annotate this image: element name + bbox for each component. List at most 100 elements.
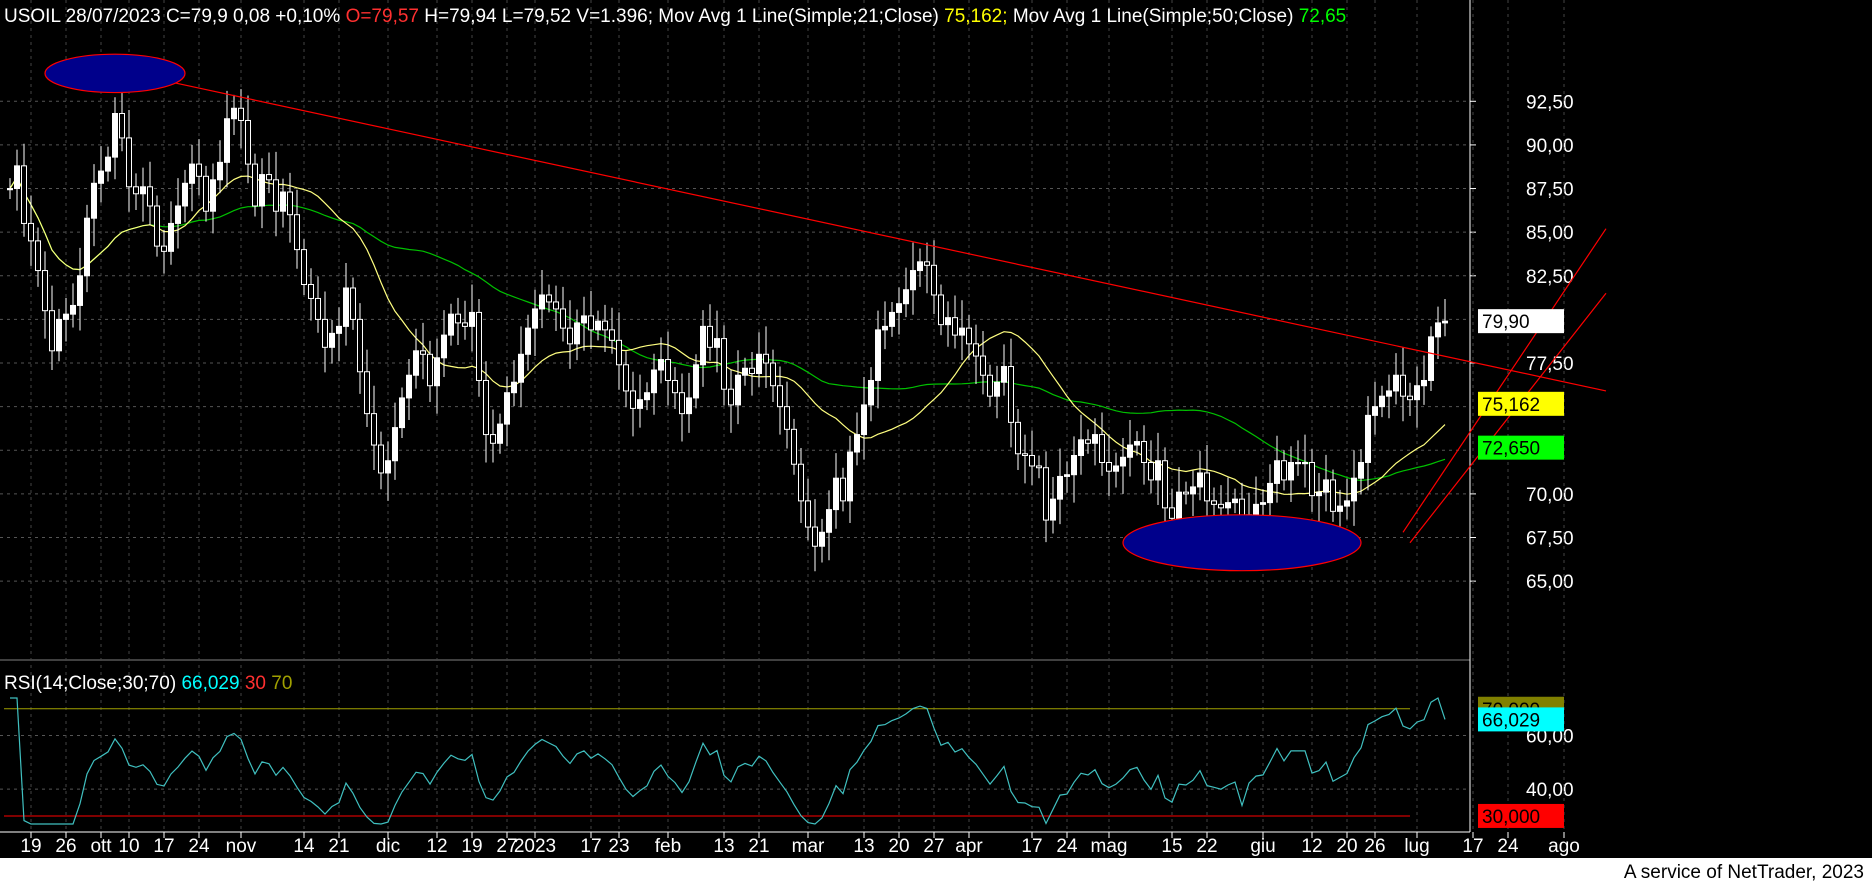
candle-body xyxy=(224,118,230,163)
price-badge-label: 79,90 xyxy=(1482,312,1530,333)
candle-body xyxy=(854,434,860,453)
candle-body xyxy=(791,428,797,465)
candle-body xyxy=(147,186,153,207)
candle-body xyxy=(1043,467,1049,521)
candle-body xyxy=(364,371,370,415)
candle-body xyxy=(959,327,965,336)
price-tick-label: 65,00 xyxy=(1526,572,1574,593)
candle-body xyxy=(686,397,692,415)
candle-body xyxy=(525,327,531,355)
candle-body xyxy=(1225,502,1231,509)
candle-body xyxy=(1176,491,1182,519)
candle-body xyxy=(35,240,41,272)
candle-body xyxy=(903,289,909,305)
candle-body xyxy=(728,388,734,406)
price-tick-label: 67,50 xyxy=(1526,529,1574,550)
candle-body xyxy=(427,353,433,387)
candle-body xyxy=(1330,479,1336,512)
candle-body xyxy=(770,362,776,387)
time-tick-label: 22 xyxy=(1196,836,1217,857)
price-header: USOIL 28/07/2023 C=79,9 0,08 +0,10% O=79… xyxy=(4,6,1346,28)
price-tick-label: 82,50 xyxy=(1526,267,1574,288)
candle-body xyxy=(847,451,853,502)
candle-body xyxy=(1092,434,1098,444)
candle-body xyxy=(14,165,20,190)
candle-body xyxy=(1127,444,1133,458)
candle-body xyxy=(231,107,237,120)
candle-body xyxy=(882,325,888,331)
candle-body xyxy=(938,294,944,326)
candle-body xyxy=(511,381,517,394)
candle-body xyxy=(1204,472,1210,502)
candle-body xyxy=(490,434,496,444)
time-tick-label: lug xyxy=(1404,836,1429,857)
candle-body xyxy=(343,287,349,327)
chart-canvas: 92,5090,0087,5085,0082,5077,5070,0067,50… xyxy=(0,0,1607,857)
candle-body xyxy=(588,315,594,331)
candle-body xyxy=(56,318,62,352)
candle-body xyxy=(42,270,48,312)
time-tick-label: 13 xyxy=(853,836,874,857)
rsi-badge-bg xyxy=(1478,803,1564,828)
candle-body xyxy=(1008,366,1014,423)
candle-body xyxy=(322,318,328,348)
candle-body xyxy=(952,317,958,336)
candle-body xyxy=(1421,379,1427,387)
highlight-ellipse xyxy=(1122,514,1362,572)
candle-body xyxy=(287,191,293,216)
candle-body xyxy=(378,444,384,474)
candle-body xyxy=(1323,479,1329,493)
candle-body xyxy=(1337,505,1343,512)
candle-body xyxy=(609,329,615,341)
candle-body xyxy=(931,264,937,296)
candle-body xyxy=(602,320,608,331)
rsi-badge-bg xyxy=(1478,707,1564,732)
candle-body xyxy=(1190,486,1196,495)
candle-body xyxy=(154,205,160,247)
candle-body xyxy=(875,329,881,381)
candle-body xyxy=(1050,498,1056,521)
candle-body xyxy=(1197,472,1203,488)
time-tick-label: mag xyxy=(1091,836,1128,857)
candle-body xyxy=(497,423,503,444)
candle-body xyxy=(707,325,713,348)
candle-body xyxy=(1302,461,1308,465)
candle-body xyxy=(896,303,902,313)
time-tick-label: dic xyxy=(376,836,400,857)
time-tick-label: 17 xyxy=(1462,836,1483,857)
candle-body xyxy=(1036,465,1042,469)
price-tick-label: 92,50 xyxy=(1526,92,1574,113)
price-badge-bg xyxy=(1478,435,1564,460)
candle-body xyxy=(203,175,209,212)
rsi-value: 66,029 xyxy=(181,673,240,694)
candle-body xyxy=(1260,502,1266,505)
candle-body xyxy=(1309,461,1315,497)
candle-body xyxy=(112,113,118,158)
resistance-trendline xyxy=(170,81,1607,392)
candle-body xyxy=(1281,460,1287,481)
candle-body xyxy=(182,182,188,207)
candle-body xyxy=(840,477,846,502)
candle-body xyxy=(392,427,398,462)
candle-body xyxy=(28,222,34,242)
candle-body xyxy=(126,137,132,188)
candle-body xyxy=(280,191,286,212)
candle-body xyxy=(63,313,69,320)
time-tick-label: 24 xyxy=(188,836,210,857)
candle-body xyxy=(1071,455,1077,476)
rsi-low: 30 xyxy=(244,673,266,694)
candle-body xyxy=(406,374,412,399)
candle-body xyxy=(1344,500,1350,507)
time-tick-label: nov xyxy=(226,836,257,857)
candle-body xyxy=(84,217,90,277)
time-tick-label: apr xyxy=(955,836,983,857)
time-tick-label: 14 xyxy=(293,836,315,857)
candle-body xyxy=(294,214,300,251)
candle-body xyxy=(1183,491,1189,495)
time-tick-label: 12 xyxy=(1301,836,1322,857)
candle-body xyxy=(868,379,874,406)
candle-body xyxy=(336,325,342,334)
candle-body xyxy=(413,350,419,376)
channel-line xyxy=(1402,228,1607,533)
candle-body xyxy=(1400,374,1406,397)
